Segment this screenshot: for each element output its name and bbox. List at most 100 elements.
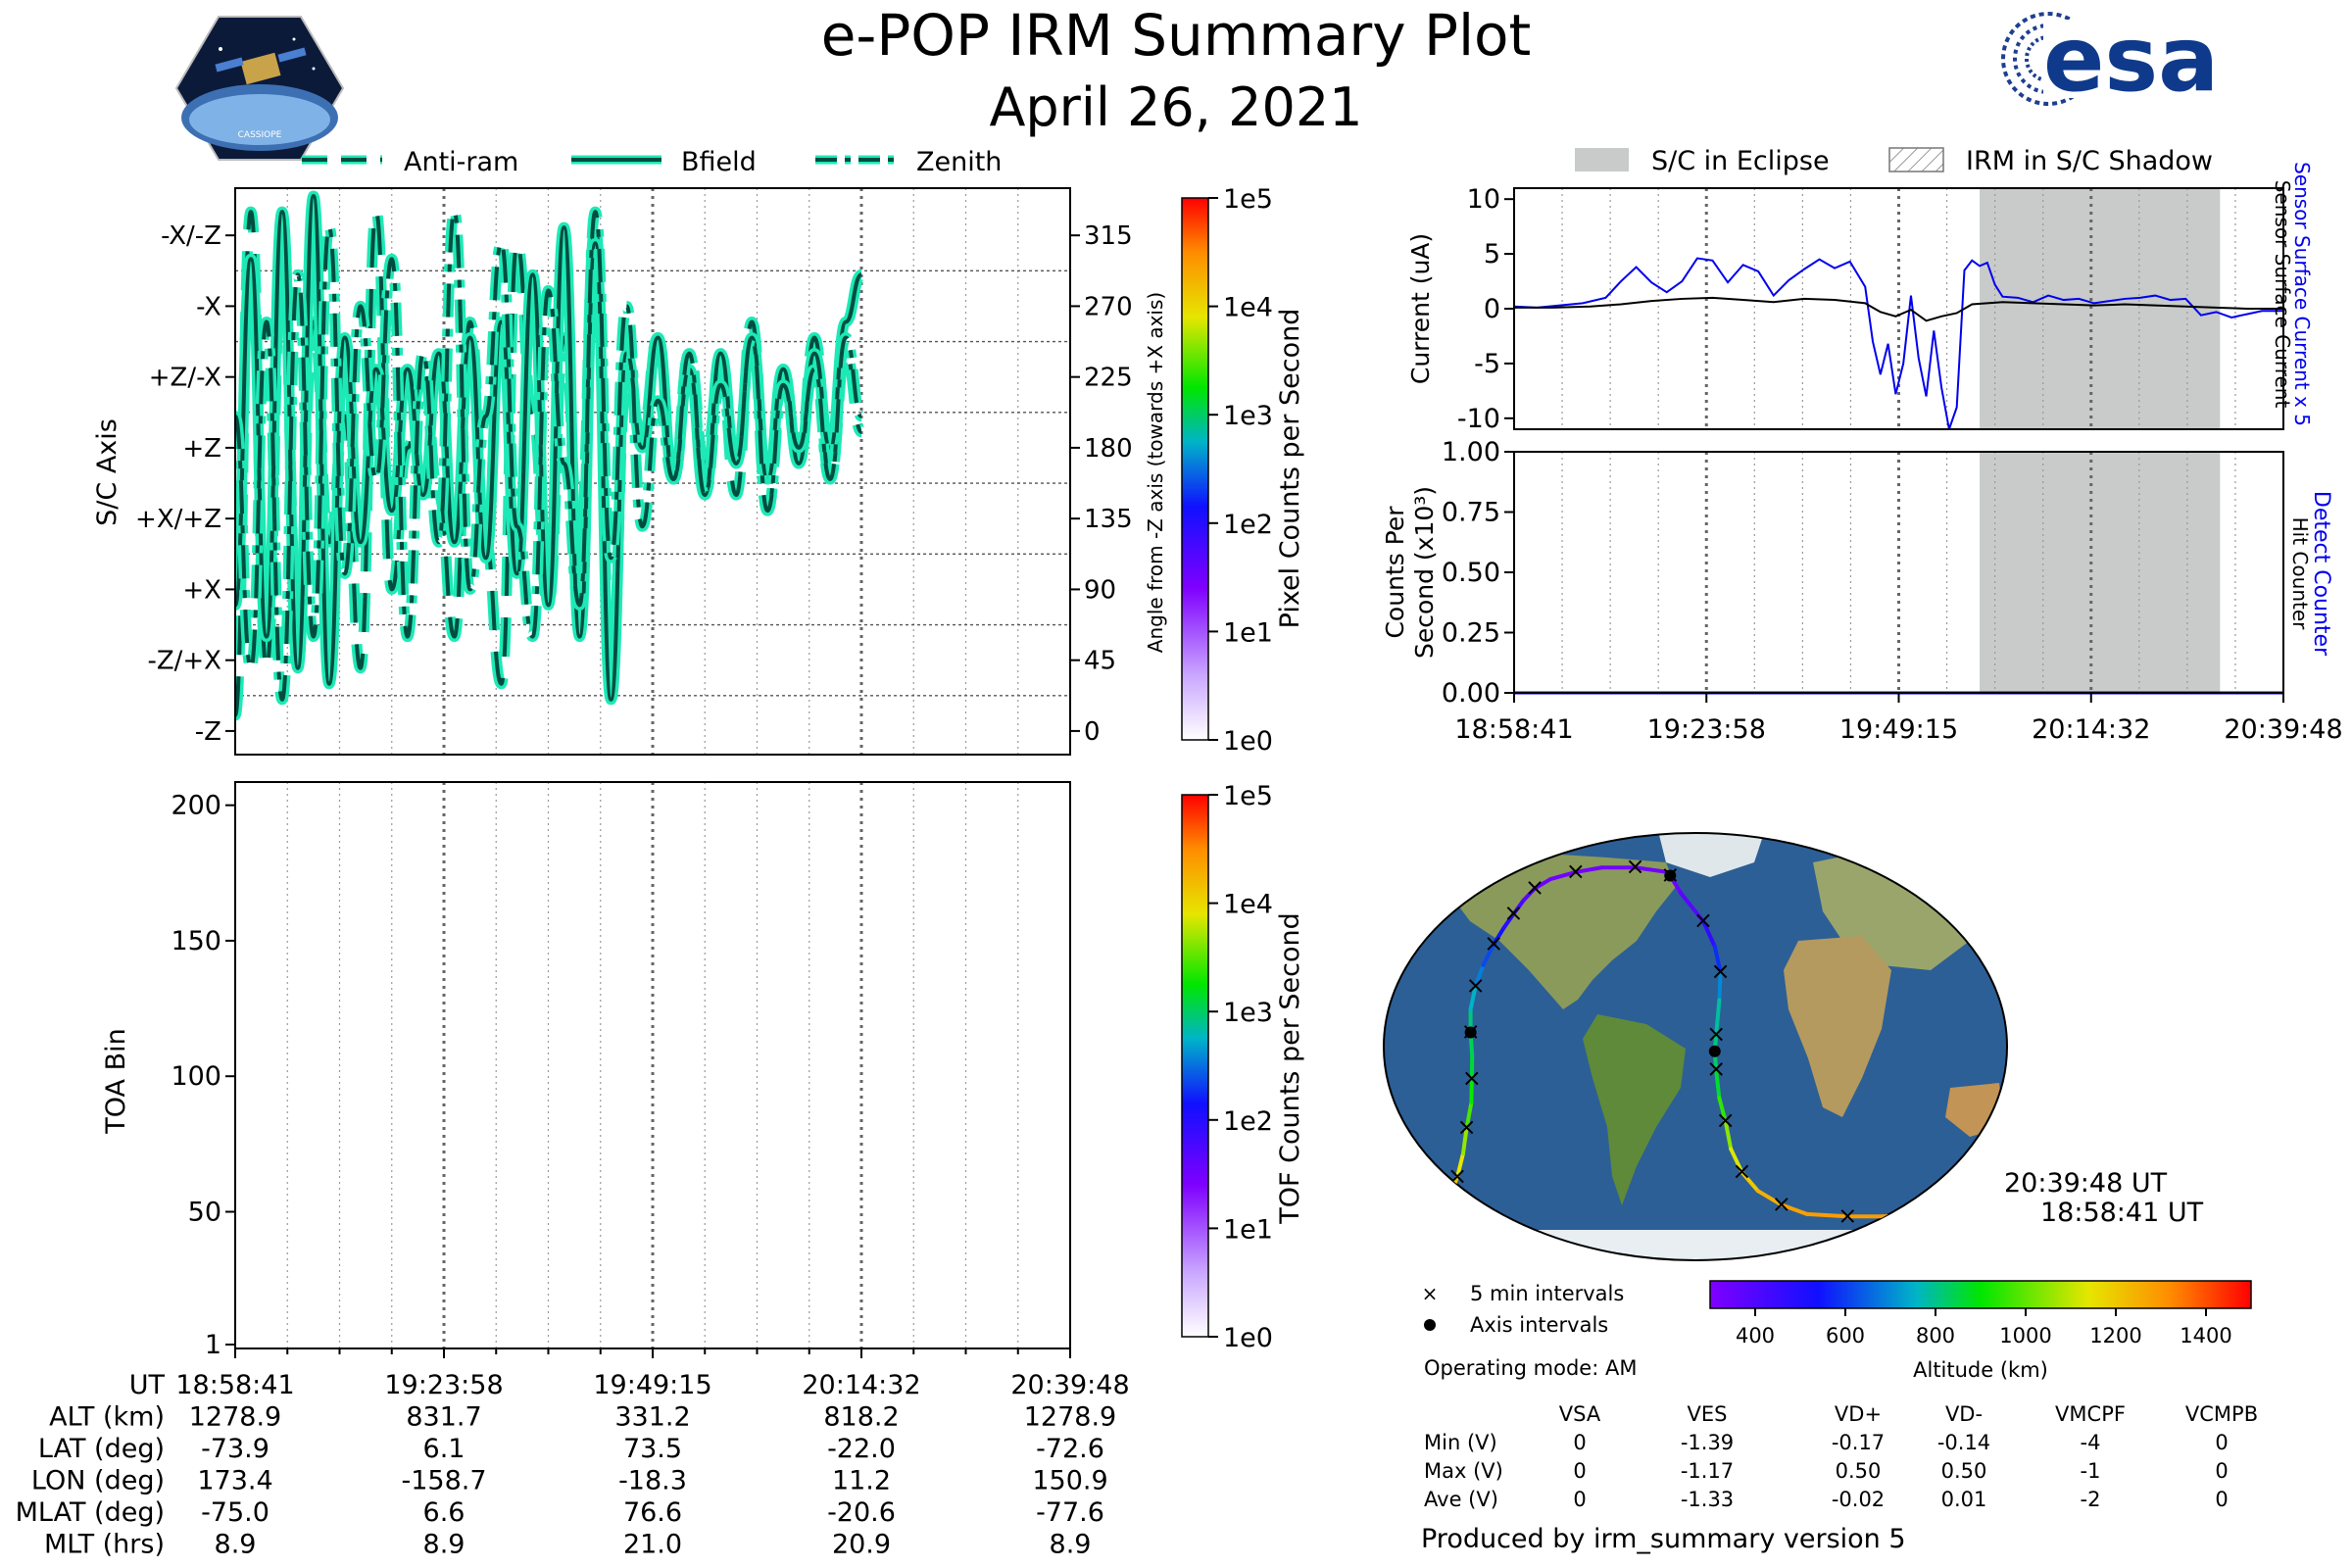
map-5min-marker-6: × bbox=[1462, 1064, 1482, 1092]
altitude-colorbar-label: Altitude (km) bbox=[1913, 1358, 2048, 1382]
volt-header-4: VMCPF bbox=[2055, 1402, 2126, 1426]
map-5min-marker-30: × bbox=[1706, 1055, 1726, 1083]
info-cell-4-1: 6.6 bbox=[423, 1497, 466, 1528]
legend-current: S/C in Eclipse IRM in S/C Shadow bbox=[1575, 146, 2213, 176]
toa-ytick-1: 50 bbox=[188, 1197, 221, 1227]
volt-cell-1-4: -1 bbox=[2081, 1459, 2101, 1483]
map-5min-marker-38: × bbox=[1838, 1201, 1857, 1229]
sc-axis-frame bbox=[234, 187, 1071, 756]
map-track-seg-19 bbox=[1573, 865, 1604, 874]
volt-label-1: Max (V) bbox=[1424, 1459, 1503, 1483]
counts-xtick-1: 19:23:58 bbox=[1647, 714, 1766, 745]
info-cell-3-4: 150.9 bbox=[1032, 1466, 1107, 1496]
pixel-colorbar bbox=[1181, 197, 1209, 741]
info-label-2: LAT (deg) bbox=[38, 1434, 165, 1464]
map-5min-marker-36: × bbox=[1772, 1190, 1791, 1217]
map-5min-marker-14: × bbox=[1503, 900, 1523, 927]
map-5min-marker-18: × bbox=[1566, 858, 1586, 885]
sc-ytick-right-3: 180 bbox=[1084, 434, 1133, 464]
current-lines bbox=[1514, 257, 2283, 429]
current-grid bbox=[1561, 188, 2236, 429]
volt-label-0: Min (V) bbox=[1424, 1431, 1497, 1454]
tof-cb-tick-1: 1e4 bbox=[1223, 890, 1273, 920]
map-track-seg-31 bbox=[1714, 1067, 1722, 1101]
tof-cb-tick-2: 1e3 bbox=[1223, 998, 1273, 1028]
sc-ytick-right-0: 315 bbox=[1084, 221, 1133, 251]
current-ylabel-right-blue: Sensor Surface Current x 5 bbox=[2290, 162, 2314, 426]
info-cell-2-0: -73.9 bbox=[201, 1434, 270, 1464]
info-cell-5-2: 21.0 bbox=[623, 1530, 682, 1560]
volt-cell-1-3: 0.50 bbox=[1941, 1459, 1987, 1483]
map-axis-marker-3 bbox=[1708, 1045, 1721, 1057]
sc-line-anti-ram bbox=[235, 210, 863, 717]
tof-cb-tick-4: 1e1 bbox=[1223, 1214, 1273, 1245]
operating-mode: Operating mode: AM bbox=[1424, 1356, 1637, 1380]
legend-sc-axis: Anti-ram Bfield Zenith bbox=[302, 147, 1002, 177]
volt-cell-1-0: 0 bbox=[1573, 1459, 1586, 1483]
map-5min-marker-10: × bbox=[1466, 971, 1486, 999]
map-axis-marker-4 bbox=[1898, 1209, 1911, 1222]
map-track-seg-15 bbox=[1511, 898, 1526, 916]
produced-by: Produced by irm_summary version 5 bbox=[1421, 1524, 1906, 1554]
map-track-seg-21 bbox=[1633, 865, 1671, 874]
volt-cell-1-2: 0.50 bbox=[1836, 1459, 1882, 1483]
map-track-seg-14 bbox=[1501, 911, 1516, 930]
counts-ytick-3: 0.25 bbox=[1442, 618, 1500, 649]
current-yticks: 10 5 0 -5 -10 bbox=[1457, 184, 1514, 434]
altitude-cb-tick-4: 1200 bbox=[2089, 1324, 2141, 1348]
pixel-colorbar-ticks: 1e5 1e4 1e3 1e2 1e1 1e0 bbox=[1208, 184, 1273, 757]
current-eclipse-band bbox=[1980, 188, 2221, 429]
info-cell-2-2: 73.5 bbox=[623, 1434, 682, 1464]
sc-ytick-left-0: -X/-Z bbox=[161, 221, 221, 251]
volt-cell-1-1: -1.17 bbox=[1681, 1459, 1734, 1483]
info-cell-0-0: 18:58:41 bbox=[175, 1370, 294, 1400]
map-5min-marker-32: × bbox=[1716, 1106, 1736, 1134]
legend-eclipse-swatch bbox=[1575, 148, 1629, 172]
volt-cell-2-5: 0 bbox=[2215, 1488, 2228, 1511]
volt-header-3: VD- bbox=[1945, 1402, 1983, 1426]
legend-anti-ram: Anti-ram bbox=[404, 147, 518, 177]
sc-ytick-right-6: 45 bbox=[1084, 647, 1116, 676]
map-track-seg-12 bbox=[1481, 942, 1496, 967]
volt-label-2: Ave (V) bbox=[1424, 1488, 1498, 1511]
current-ytick-4: -10 bbox=[1457, 404, 1500, 434]
info-cell-1-0: 1278.9 bbox=[189, 1402, 281, 1433]
info-cell-3-0: 173.4 bbox=[197, 1466, 272, 1496]
map-5min-marker-20: × bbox=[1625, 853, 1644, 880]
info-cell-3-1: -158.7 bbox=[401, 1466, 486, 1496]
counts-yticks: 1.00 0.75 0.50 0.25 0.00 bbox=[1442, 437, 1514, 709]
sc-ytick-left-2: +Z/-X bbox=[149, 364, 221, 393]
volt-header-1: VES bbox=[1688, 1402, 1728, 1426]
info-cell-1-1: 831.7 bbox=[406, 1402, 481, 1433]
sc-axis-yticks: -X/-Z 315 -X 270 +Z/-X 225 +Z 180 +X/+Z 135 +X 90 -Z… bbox=[135, 221, 1133, 747]
sc-ytick-left-6: -Z/+X bbox=[147, 647, 221, 676]
info-cell-1-4: 1278.9 bbox=[1024, 1402, 1116, 1433]
current-ylabel-right-black: Sensor Surface Current bbox=[2271, 180, 2294, 409]
counts-ylabel-line2: Second (x10³) bbox=[1410, 486, 1439, 659]
legend-x-marker: × bbox=[1422, 1282, 1439, 1305]
volt-cell-2-0: 0 bbox=[1573, 1488, 1586, 1511]
tof-colorbar-ticks: 1e5 1e4 1e3 1e2 1e1 1e0 bbox=[1208, 781, 1273, 1353]
counts-eclipse-rect bbox=[1980, 452, 2221, 693]
counts-ytick-1: 0.75 bbox=[1442, 498, 1500, 528]
sc-ytick-left-4: +X/+Z bbox=[135, 505, 221, 534]
map-track-seg-28 bbox=[1714, 998, 1722, 1038]
map-track-seg-36 bbox=[1755, 1189, 1784, 1207]
map-axis-marker-1 bbox=[1464, 1026, 1477, 1039]
counts-xticks: 18:58:41 19:23:58 19:49:15 20:14:32 20:39:48 bbox=[1454, 693, 2343, 745]
map-5min-marker-0: × bbox=[1924, 1203, 1943, 1231]
info-cell-3-3: 11.2 bbox=[832, 1466, 891, 1496]
volt-header-2: VD+ bbox=[1835, 1402, 1882, 1426]
altitude-cb-tick-5: 1400 bbox=[2180, 1324, 2231, 1348]
info-cell-2-1: 6.1 bbox=[423, 1434, 466, 1464]
map-5min-marker-34: × bbox=[1732, 1157, 1751, 1185]
cassiope-logo: CASSIOPE bbox=[174, 16, 345, 161]
map-track-seg-17 bbox=[1533, 877, 1553, 891]
info-cell-0-4: 20:39:48 bbox=[1010, 1370, 1129, 1400]
page-title: e-POP IRM Summary Plot bbox=[821, 2, 1532, 69]
pixel-colorbar-label: Pixel Counts per Second bbox=[1275, 309, 1305, 629]
map-track-seg-13 bbox=[1492, 925, 1506, 947]
tof-cb-tick-3: 1e2 bbox=[1223, 1106, 1273, 1137]
pixel-cb-tick-5: 1e0 bbox=[1223, 726, 1273, 757]
volt-cell-2-3: 0.01 bbox=[1941, 1488, 1987, 1511]
